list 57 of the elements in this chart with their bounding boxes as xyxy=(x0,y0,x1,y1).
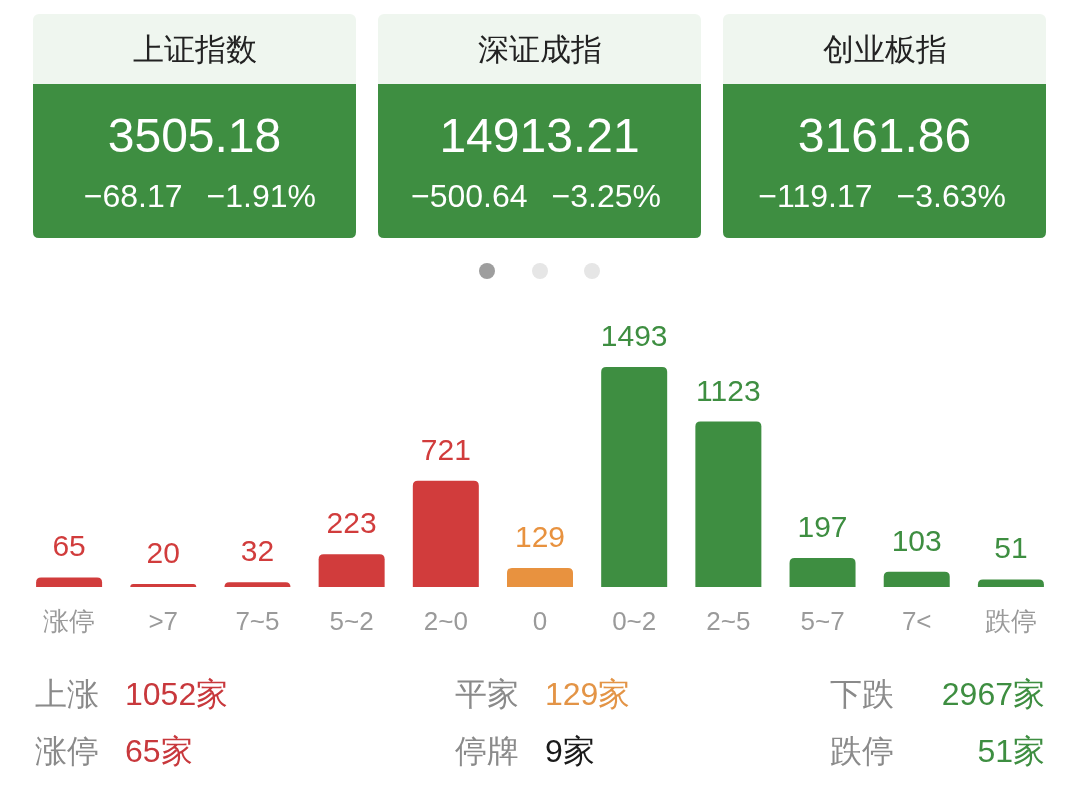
bar xyxy=(601,367,668,587)
data-label: 103 xyxy=(891,523,942,557)
bar xyxy=(507,567,573,587)
text: −1.91% xyxy=(206,178,316,214)
data-label: 65 xyxy=(52,529,86,563)
category-label: 停牌 xyxy=(455,733,519,769)
text: 51家 xyxy=(977,733,1045,769)
text: 3161.86 xyxy=(797,109,972,162)
bar xyxy=(130,584,197,587)
text: −3.25% xyxy=(551,178,661,214)
text: 深证成指 xyxy=(477,32,602,67)
category-label: 跌停 xyxy=(830,733,894,769)
text: 创业板指 xyxy=(822,32,947,67)
category-label: 上涨 xyxy=(35,676,99,712)
text: 129家 xyxy=(545,676,631,712)
text: −68.17 xyxy=(83,178,183,214)
text: 2967家 xyxy=(941,676,1045,712)
x-tick-label: 2~0 xyxy=(423,606,468,636)
bar xyxy=(883,571,950,587)
bar xyxy=(977,579,1044,587)
x-tick-label: 7~5 xyxy=(235,606,280,636)
data-label: 20 xyxy=(146,536,180,570)
category-label: 涨停 xyxy=(35,733,99,769)
x-tick-label: 跌停 xyxy=(984,606,1037,636)
text: −500.64 xyxy=(410,178,528,214)
bar xyxy=(224,582,291,587)
bar xyxy=(318,554,385,587)
bar xyxy=(36,577,103,587)
category-label: 平家 xyxy=(455,676,519,712)
text: 65家 xyxy=(125,733,193,769)
data-label: 721 xyxy=(420,432,471,466)
text: 上证指数 xyxy=(132,32,257,67)
text: 9家 xyxy=(545,733,595,769)
bar xyxy=(695,421,762,587)
x-tick-label: >7 xyxy=(148,606,179,636)
text: −119.17 xyxy=(758,178,873,214)
text: 1052家 xyxy=(125,676,229,712)
x-tick-label: 0~2 xyxy=(612,606,657,636)
data-label: 223 xyxy=(326,506,377,540)
x-tick-label: 5~7 xyxy=(800,606,845,636)
x-tick-label: 5~2 xyxy=(329,606,374,636)
data-label: 51 xyxy=(994,531,1028,565)
data-label: 197 xyxy=(797,509,848,543)
text: 3505.18 xyxy=(107,109,282,162)
text: 14913.21 xyxy=(439,109,640,162)
data-label: 32 xyxy=(240,534,275,568)
x-tick-label: 2~5 xyxy=(706,606,751,636)
bar xyxy=(412,480,479,587)
text: −3.63% xyxy=(896,178,1006,214)
x-tick-label: 0 xyxy=(532,606,548,636)
data-label: 129 xyxy=(514,519,566,553)
data-label: 1123 xyxy=(696,373,761,407)
data-label: 1493 xyxy=(600,319,668,352)
bar xyxy=(789,557,856,587)
x-tick-label: 7< xyxy=(901,606,932,636)
x-tick-label: 涨停 xyxy=(43,606,96,636)
category-label: 下跌 xyxy=(830,676,894,712)
